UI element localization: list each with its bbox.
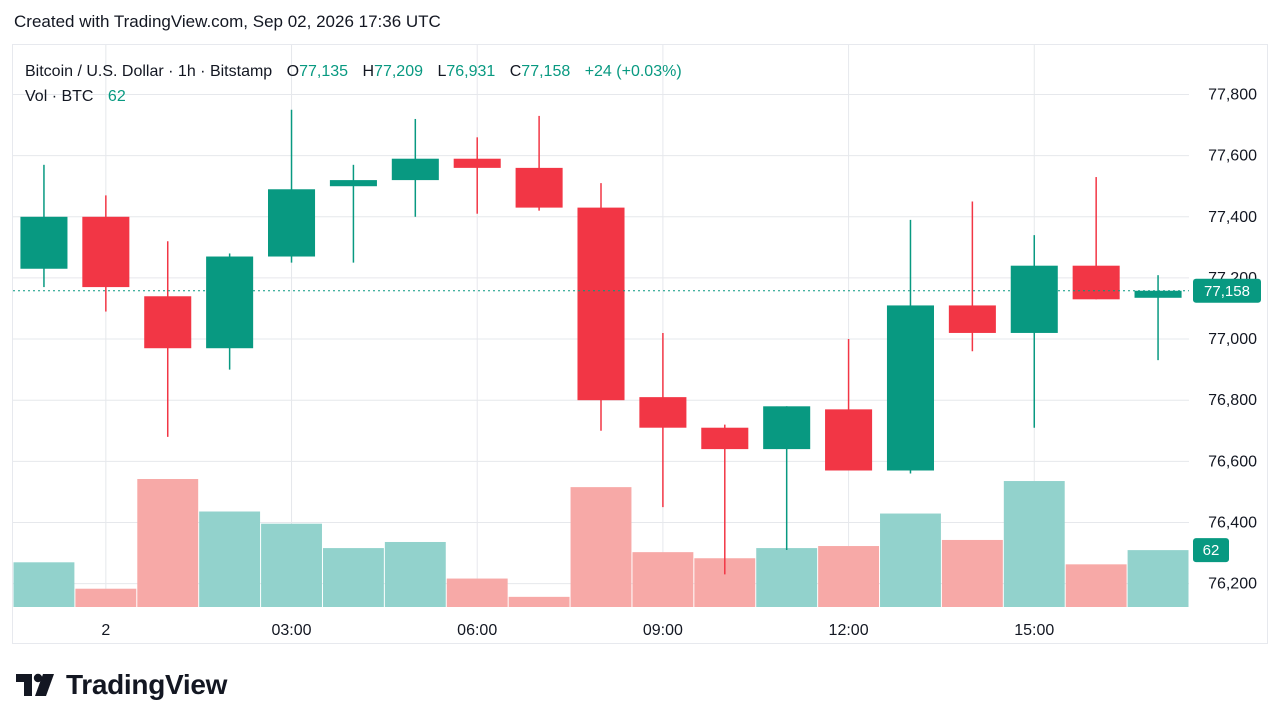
tradingview-logo-text: TradingView xyxy=(66,669,228,700)
price-axis: 77,80077,60077,40077,20077,00076,80076,6… xyxy=(1208,87,1257,593)
candle-body xyxy=(701,427,749,450)
time-axis-label: 03:00 xyxy=(272,622,312,639)
legend-volume-value: 62 xyxy=(107,88,126,105)
candle-body xyxy=(886,305,934,471)
legend-high-label: H xyxy=(362,63,375,80)
price-axis-label: 76,800 xyxy=(1208,392,1257,409)
volume-bar xyxy=(322,548,384,607)
candle-body xyxy=(763,406,811,450)
legend-change: +24 (+0.03%) xyxy=(584,63,682,80)
time-axis-label: 15:00 xyxy=(1014,622,1054,639)
legend-close-label: C xyxy=(509,63,522,80)
tradingview-logo-icon xyxy=(16,673,54,696)
time-axis-label: 06:00 xyxy=(457,622,497,639)
volume-bar xyxy=(570,487,632,607)
volume-bar xyxy=(13,562,75,607)
volume-tag-text: 62 xyxy=(1203,542,1220,559)
candle-body xyxy=(948,305,996,333)
candle-body xyxy=(1010,265,1058,333)
candle-body xyxy=(1134,290,1182,298)
time-axis-label: 12:00 xyxy=(829,622,869,639)
volume-bar xyxy=(137,479,199,607)
volume-tag xyxy=(1193,538,1229,563)
legend-high-value: 77,209 xyxy=(374,63,423,80)
volume-histogram xyxy=(13,479,1189,607)
price-axis-label: 76,200 xyxy=(1208,576,1257,593)
candle-body xyxy=(82,216,130,288)
price-axis-label: 77,800 xyxy=(1208,87,1257,104)
volume-bar xyxy=(941,539,1003,607)
legend-close-value: 77,158 xyxy=(521,63,571,80)
price-axis-label: 77,000 xyxy=(1208,331,1257,348)
candle-body xyxy=(825,409,873,471)
last-price-tag-text: 77,158 xyxy=(1204,283,1250,300)
volume-bar xyxy=(756,548,818,607)
volume-bar xyxy=(75,588,137,607)
price-axis-label: 77,400 xyxy=(1208,209,1257,226)
tradingview-logo[interactable]: TradingView xyxy=(16,668,227,702)
time-axis-label: 09:00 xyxy=(643,622,683,639)
volume-bar xyxy=(818,546,880,607)
legend-low-value: 76,931 xyxy=(446,63,496,80)
candle-body xyxy=(20,216,68,269)
volume-bar xyxy=(384,541,446,607)
candle-body xyxy=(268,189,316,257)
chart-legend: Bitcoin / U.S. Dollar · 1h · Bitstamp O7… xyxy=(25,59,682,109)
candle-body xyxy=(206,256,254,349)
volume-bar xyxy=(261,523,322,607)
volume-bar xyxy=(1003,481,1065,607)
candle-body xyxy=(515,167,563,208)
legend-low-label: L xyxy=(437,63,447,80)
time-axis: 2 03:00 06:00 09:00 12:00 15:00 xyxy=(101,622,1054,639)
legend-volume-row: Vol · BTC 62 xyxy=(25,84,682,109)
candle-body xyxy=(329,180,377,187)
price-axis-label: 76,600 xyxy=(1208,453,1257,470)
candle-body xyxy=(639,397,687,428)
candle-body xyxy=(144,296,192,349)
created-with-caption: Created with TradingView.com, Sep 02, 20… xyxy=(14,12,441,31)
legend-open-value: 77,135 xyxy=(299,63,349,80)
volume-bar xyxy=(1065,564,1127,607)
legend-title[interactable]: Bitcoin / U.S. Dollar · 1h · Bitstamp xyxy=(25,63,273,80)
volume-bar xyxy=(632,552,694,607)
legend-open-label: O xyxy=(286,63,300,80)
candle-body xyxy=(1072,265,1120,300)
last-price-tag xyxy=(1193,278,1261,303)
volume-bar xyxy=(446,578,508,607)
time-axis-label: 2 xyxy=(101,622,110,639)
chart-pane[interactable]: 77,800 77,600 77,400 77,200 77,000 76,800 76,6… xyxy=(12,44,1268,644)
candle-body xyxy=(453,158,501,168)
candle-body xyxy=(391,158,439,181)
volume-bar xyxy=(880,513,941,607)
volume-bar xyxy=(199,511,261,607)
axis-tags: 77,158 62 xyxy=(1193,278,1261,563)
price-chart[interactable]: 77,80077,60077,40077,20077,00076,80076,6… xyxy=(13,45,1268,644)
legend-volume-label[interactable]: Vol · BTC xyxy=(25,88,94,105)
legend-ohlc-row: Bitcoin / U.S. Dollar · 1h · Bitstamp O7… xyxy=(25,59,682,84)
volume-bar xyxy=(1127,550,1189,607)
volume-bar xyxy=(508,596,570,607)
candle-body xyxy=(577,207,625,401)
price-axis-label: 77,600 xyxy=(1208,148,1257,165)
price-axis-label: 76,400 xyxy=(1208,514,1257,531)
candlestick-series xyxy=(20,109,1182,575)
